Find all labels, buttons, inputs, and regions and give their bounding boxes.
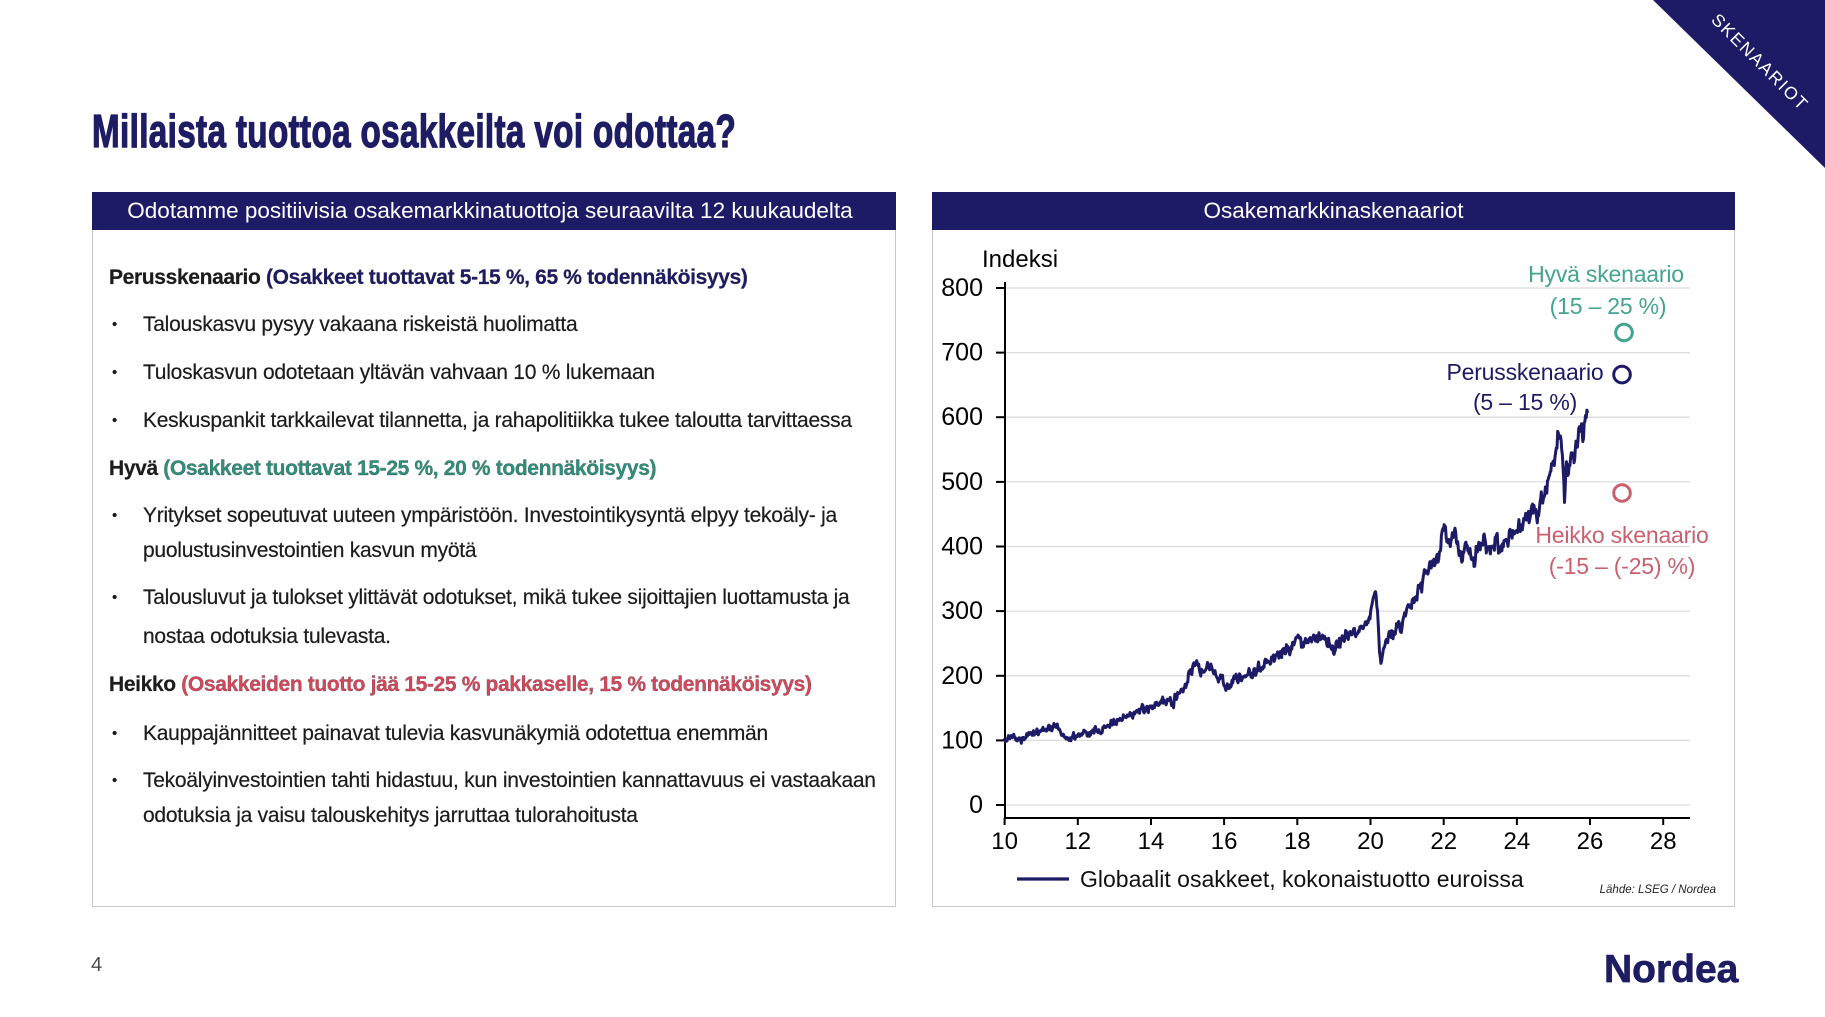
svg-text:10: 10 [991,828,1018,855]
svg-text:(15 – 25 %): (15 – 25 %) [1550,293,1667,319]
svg-text:300: 300 [941,597,983,625]
svg-text:14: 14 [1138,828,1165,855]
svg-text:12: 12 [1064,828,1091,855]
svg-text:Indeksi: Indeksi [982,246,1058,273]
svg-text:100: 100 [941,726,983,754]
svg-text:700: 700 [941,339,983,367]
svg-text:200: 200 [941,662,983,690]
svg-text:600: 600 [941,403,983,431]
svg-text:0: 0 [969,791,983,819]
svg-text:26: 26 [1577,828,1604,855]
svg-text:(-15 – (-25) %): (-15 – (-25) %) [1549,553,1696,579]
svg-text:Hyvä skenaario: Hyvä skenaario [1528,261,1684,287]
svg-text:Lähde: LSEG / Nordea: Lähde: LSEG / Nordea [1600,884,1716,896]
svg-text:Globaalit osakkeet, kokonaistu: Globaalit osakkeet, kokonaistuotto euroi… [1080,866,1524,892]
svg-text:22: 22 [1430,828,1457,855]
svg-text:(5 – 15 %): (5 – 15 %) [1473,389,1577,415]
svg-text:28: 28 [1650,828,1677,855]
svg-text:500: 500 [941,468,983,496]
svg-text:24: 24 [1504,828,1531,855]
svg-text:20: 20 [1357,828,1384,855]
svg-text:16: 16 [1211,828,1238,855]
svg-text:800: 800 [941,274,983,302]
svg-text:400: 400 [941,533,983,561]
svg-text:Heikko skenaario: Heikko skenaario [1535,522,1708,548]
svg-text:Perusskenaario: Perusskenaario [1446,359,1603,385]
svg-text:18: 18 [1284,828,1311,855]
